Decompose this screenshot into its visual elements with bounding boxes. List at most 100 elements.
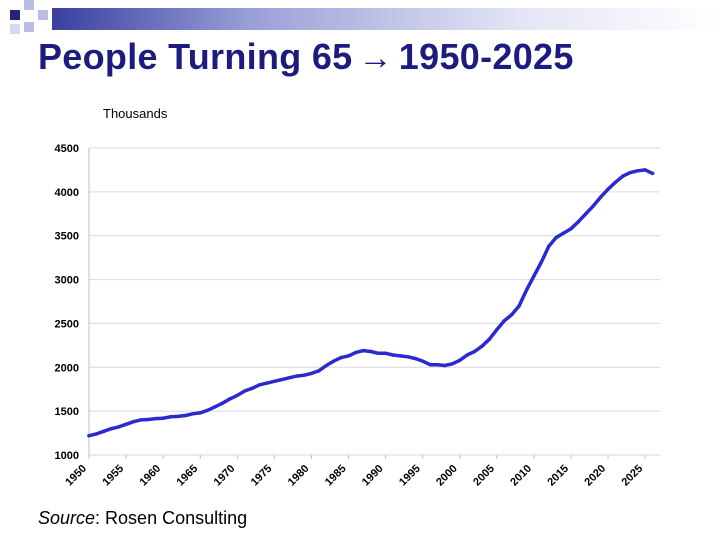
data-point [94,432,99,436]
data-point [502,319,506,323]
corner-decoration-square [10,10,20,20]
data-point [250,386,254,391]
data-point [332,359,336,363]
data-point [398,354,403,358]
data-point [361,348,366,353]
y-tick-label: 3500 [55,231,79,243]
data-point [495,327,499,332]
corner-decoration-square [38,10,48,20]
data-point [524,288,529,292]
data-point [116,425,121,429]
data-point [243,389,247,393]
data-point [428,362,432,367]
data-point [131,419,136,424]
source-text: : Rosen Consulting [95,508,248,528]
x-tick-label: 1995 [397,463,423,489]
data-point [183,413,188,418]
data-point [205,408,210,412]
x-tick-label: 2015 [545,463,571,489]
data-point [547,244,551,248]
y-tick-label: 2500 [55,318,79,330]
corner-decoration-square [24,22,34,32]
y-tick-label: 1500 [55,406,79,418]
data-point [87,434,91,438]
title-text-after: 1950-2025 [398,36,574,77]
data-point [421,359,425,363]
data-point [576,219,581,224]
x-tick-label: 2005 [471,463,497,489]
data-point [146,417,151,422]
x-tick-label: 1990 [360,463,386,489]
data-point [280,377,284,382]
y-tick-label: 3000 [55,275,79,287]
y-axis-unit-label: Thousands [103,106,168,121]
data-point [213,405,217,409]
x-tick-label: 1950 [63,463,89,489]
data-point [591,204,595,208]
data-point [324,363,328,368]
title-text-before: People Turning 65 [38,36,353,77]
source-note: Source: Rosen Consulting [38,508,247,529]
x-tick-label: 1970 [212,463,238,489]
data-point [539,260,544,264]
data-point [369,349,373,354]
data-point [532,274,536,278]
x-tick-label: 2000 [434,463,460,489]
data-point [509,312,514,317]
data-point [354,350,358,355]
data-point [161,416,165,420]
data-point [339,355,343,360]
y-tick-label: 4500 [55,143,79,155]
data-point [198,411,202,415]
x-tick-label: 1965 [175,463,201,489]
corner-decoration-square [24,0,34,10]
x-tick-label: 1985 [323,463,349,489]
data-point [317,369,321,373]
data-point [302,373,306,377]
data-point [584,212,588,216]
data-point [383,351,388,355]
x-tick-label: 2020 [582,463,608,489]
data-point [613,180,618,184]
data-point [628,170,633,175]
data-point [450,362,455,366]
data-point [650,171,655,176]
x-tick-label: 2010 [508,463,534,489]
data-point [346,354,351,358]
data-point [309,371,314,376]
data-point [228,397,232,401]
data-point [376,351,380,355]
x-tick-label: 2025 [619,463,645,489]
data-point [480,344,484,348]
right-arrow-icon: → [358,39,393,77]
data-point [554,235,558,240]
data-point [621,174,625,178]
data-point [569,226,573,231]
corner-decoration-square [10,24,20,34]
x-tick-label: 1955 [100,463,126,489]
y-tick-labels: 1000 1500 2000 2500 3000 3500 4000 4500 [55,143,79,462]
data-point [294,374,299,378]
data-point [391,353,395,357]
header-decoration-band [52,8,720,30]
data-point [124,422,128,426]
y-tick-label: 1000 [55,450,79,462]
data-point [517,304,521,308]
chart-series [87,168,655,438]
series-line [87,168,655,438]
y-tick-label: 2000 [55,362,79,374]
data-point [102,429,106,434]
data-point [168,415,173,419]
data-point [598,195,603,199]
data-point [487,337,492,341]
x-tick-label: 1960 [137,463,163,489]
data-point [606,187,610,191]
data-point [643,168,647,172]
chart-grid [88,147,660,459]
data-point [465,353,469,357]
source-label: Source [38,508,96,528]
x-tick-label: 1975 [249,463,275,489]
data-point [191,412,195,416]
data-point [109,426,113,431]
